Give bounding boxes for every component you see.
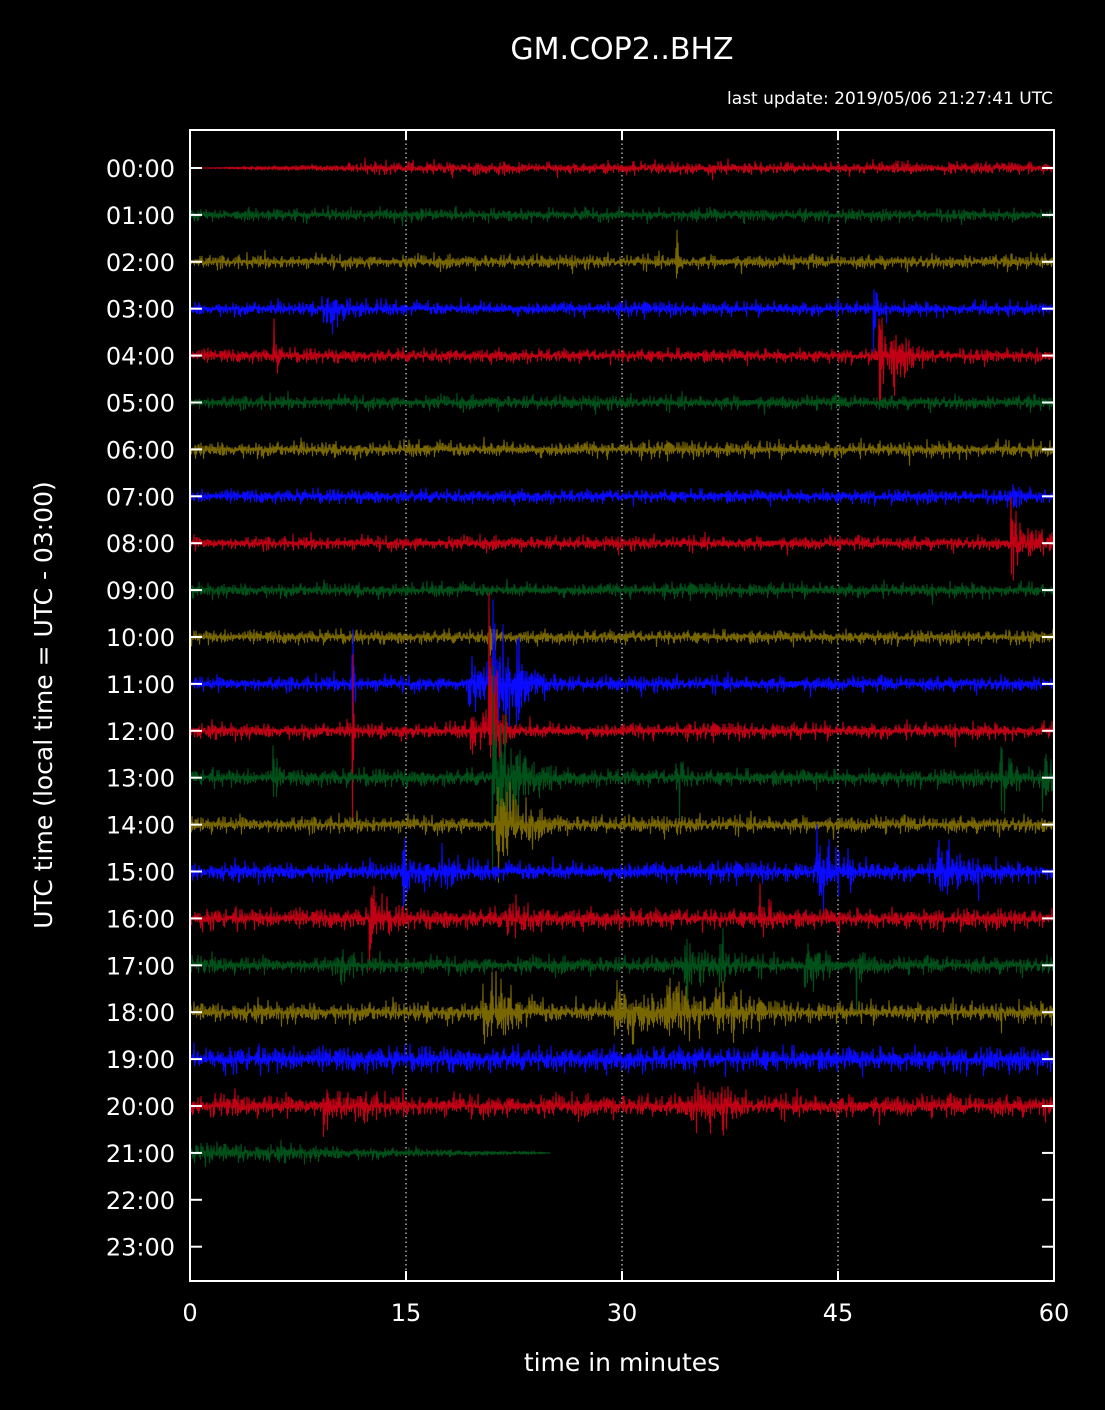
- trace-0900: [189, 578, 1055, 605]
- gridlines: [405, 130, 839, 1281]
- trace-2100: [189, 1139, 551, 1168]
- trace-1900: [189, 1042, 1055, 1078]
- x-tick-label: 0: [182, 1299, 197, 1327]
- x-tick-labels: 0 15 30 45 60: [182, 1299, 1069, 1327]
- trace-1800: [189, 970, 1055, 1045]
- y-tick-label: 23:00: [106, 1234, 175, 1262]
- chart-title: GM.COP2..BHZ: [510, 32, 733, 67]
- y-tick-label: 12:00: [106, 718, 175, 746]
- trace-1600: [189, 883, 1055, 971]
- y-tick-label: 00:00: [106, 155, 175, 183]
- trace-1200: [189, 592, 1055, 830]
- y-tick-label: 04:00: [106, 343, 175, 371]
- x-tick-label: 60: [1039, 1299, 1070, 1327]
- y-tick-label: 09:00: [106, 577, 175, 605]
- trace-0700: [189, 484, 1055, 509]
- y-tick-label: 21:00: [106, 1140, 175, 1168]
- y-tick-label: 07:00: [106, 483, 175, 511]
- x-tick-label: 15: [391, 1299, 422, 1327]
- y-tick-label: 08:00: [106, 530, 175, 558]
- y-axis-label: UTC time (local time = UTC - 03:00): [29, 481, 58, 929]
- y-tick-label: 02:00: [106, 249, 175, 277]
- trace-0300: [189, 289, 1055, 353]
- y-tick-label: 06:00: [106, 436, 175, 464]
- y-tick-labels: 00:00 01:00 02:00 03:00 04:00 05:00 06:00 07:00…: [106, 155, 175, 1262]
- y-tick-label: 19:00: [106, 1046, 175, 1074]
- y-tick-label: 15:00: [106, 859, 175, 887]
- trace-1500: [189, 823, 1055, 912]
- trace-0000: [190, 157, 1055, 181]
- y-tick-label: 22:00: [106, 1187, 175, 1215]
- trace-0500: [189, 390, 1055, 415]
- trace-0800: [189, 497, 1055, 581]
- y-tick-label: 17:00: [106, 952, 175, 980]
- trace-1000: [189, 626, 1055, 656]
- trace-1700: [189, 927, 1055, 1017]
- y-tick-label: 13:00: [106, 765, 175, 793]
- trace-2000: [189, 1082, 1055, 1138]
- y-tick-label: 14:00: [106, 812, 175, 840]
- y-tick-label: 18:00: [106, 999, 175, 1027]
- y-tick-label: 01:00: [106, 202, 175, 230]
- x-tick-label: 45: [823, 1299, 854, 1327]
- y-tick-label: 03:00: [106, 296, 175, 324]
- last-update-label: last update: 2019/05/06 21:27:41 UTC: [727, 89, 1053, 109]
- axis-ticks: [189, 130, 1055, 1281]
- trace-1300: [189, 665, 1055, 871]
- y-tick-label: 11:00: [106, 671, 175, 699]
- trace-1100: [189, 599, 1055, 730]
- trace-0600: [189, 436, 1055, 466]
- y-tick-label: 20:00: [106, 1093, 175, 1121]
- trace-0100: [189, 205, 1055, 227]
- trace-0200: [189, 229, 1055, 279]
- seismic-traces: [189, 157, 1055, 1168]
- y-tick-label: 10:00: [106, 624, 175, 652]
- x-axis-label: time in minutes: [524, 1348, 720, 1377]
- y-tick-label: 16:00: [106, 905, 175, 933]
- trace-0400: [189, 317, 1055, 406]
- x-tick-label: 30: [607, 1299, 638, 1327]
- trace-1400: [189, 782, 1055, 883]
- y-tick-label: 05:00: [106, 390, 175, 418]
